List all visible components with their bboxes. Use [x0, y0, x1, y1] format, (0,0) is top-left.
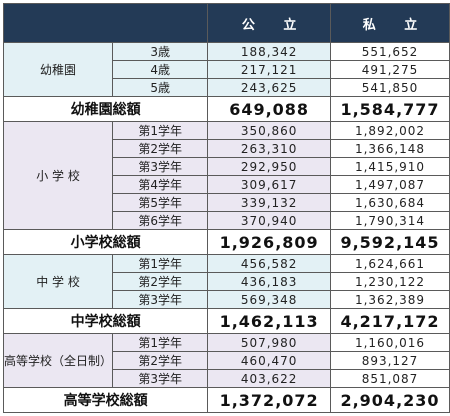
private-cost-cell: 1,630,684	[330, 193, 450, 212]
private-cost-cell: 541,850	[330, 78, 450, 97]
grade-label: 第5学年	[112, 193, 209, 212]
category-label: 中 学 校	[2, 254, 114, 309]
public-cost-cell: 456,582	[207, 254, 332, 273]
total-public-cell: 1,926,809	[207, 229, 332, 255]
public-cost-cell: 370,940	[207, 211, 332, 230]
private-cost-cell: 1,160,016	[330, 333, 450, 352]
grade-label: 4歳	[112, 60, 209, 79]
category-label: 高等学校（全日制）	[2, 333, 114, 388]
grade-label: 第6学年	[112, 211, 209, 230]
public-cost-cell: 263,310	[207, 139, 332, 158]
private-cost-cell: 1,230,122	[330, 272, 450, 291]
private-cost-cell: 1,366,148	[330, 139, 450, 158]
public-cost-cell: 339,132	[207, 193, 332, 212]
private-cost-cell: 851,087	[330, 369, 450, 388]
total-label: 小学校総額	[2, 229, 209, 255]
public-cost-cell: 243,625	[207, 78, 332, 97]
private-cost-cell: 551,652	[330, 42, 450, 61]
public-cost-cell: 507,980	[207, 333, 332, 352]
grade-label: 第2学年	[112, 272, 209, 291]
table-row: 5歳 243,625 541,850	[4, 78, 450, 97]
public-cost-cell: 436,183	[207, 272, 332, 291]
total-label: 幼稚園総額	[2, 96, 209, 122]
total-label: 高等学校総額	[2, 387, 209, 413]
private-cost-cell: 1,362,389	[330, 290, 450, 309]
private-cost-cell: 893,127	[330, 351, 450, 370]
grade-label: 5歳	[112, 78, 209, 97]
grade-label: 第2学年	[112, 351, 209, 370]
table-row: 中 学 校第1学年 456,582 1,624,661	[2, 254, 450, 309]
grade-label: 第3学年	[112, 369, 209, 388]
header-private: 私 立	[330, 3, 450, 43]
total-public-cell: 1,462,113	[207, 308, 332, 334]
public-cost-cell: 403,622	[207, 369, 332, 388]
category-label: 幼稚園	[2, 42, 114, 97]
total-row: 幼稚園総額 649,088 1,584,777	[2, 96, 450, 122]
private-cost-cell: 1,624,661	[330, 254, 450, 273]
total-private-cell: 9,592,145	[330, 229, 450, 255]
table-row: 4歳 217,121 491,275	[4, 60, 450, 79]
private-cost-cell: 1,497,087	[330, 175, 450, 194]
total-row: 高等学校総額 1,372,072 2,904,230	[2, 387, 450, 413]
header-public: 公 立	[207, 3, 332, 43]
table-row: 第3学年 569,348 1,362,389	[4, 290, 450, 309]
table-row: 第2学年 460,470 893,127	[4, 351, 450, 370]
table-row: 第2学年 436,183 1,230,122	[4, 272, 450, 291]
grade-label: 第3学年	[112, 290, 209, 309]
header-row: 公 立 私 立	[2, 3, 450, 43]
private-cost-cell: 1,790,314	[330, 211, 450, 230]
total-private-cell: 1,584,777	[330, 96, 450, 122]
grade-label: 第2学年	[112, 139, 209, 158]
header-corner	[2, 3, 209, 43]
grade-label: 第1学年	[112, 121, 209, 140]
table-row: 第3学年 292,950 1,415,910	[4, 157, 450, 176]
table-row: 高等学校（全日制） 第1学年 507,980 1,160,016	[2, 333, 450, 388]
total-private-cell: 2,904,230	[330, 387, 450, 413]
table-body: 幼稚園 3歳 188,342 551,652 4歳 217,121 491,275 5歳 243…	[2, 42, 450, 413]
total-row: 中学校総額 1,462,113 4,217,172	[2, 308, 450, 334]
private-cost-cell: 1,415,910	[330, 157, 450, 176]
public-cost-cell: 569,348	[207, 290, 332, 309]
public-cost-cell: 460,470	[207, 351, 332, 370]
total-public-cell: 1,372,072	[207, 387, 332, 413]
tuition-cost-table: 公 立 私 立 幼稚園 3歳 188,342 551,652 4歳 217,121 491,…	[2, 3, 450, 413]
grade-label: 第3学年	[112, 157, 209, 176]
public-cost-cell: 309,617	[207, 175, 332, 194]
grade-label: 第4学年	[112, 175, 209, 194]
total-private-cell: 4,217,172	[330, 308, 450, 334]
public-cost-cell: 350,860	[207, 121, 332, 140]
grade-label: 第1学年	[112, 254, 209, 273]
tuition-cost-table-container: 公 立 私 立 幼稚園 3歳 188,342 551,652 4歳 217,121 491,…	[2, 3, 450, 413]
total-row: 小学校総額 1,926,809 9,592,145	[2, 229, 450, 255]
table-row: 幼稚園 3歳 188,342 551,652	[2, 42, 450, 97]
category-label: 小 学 校	[2, 121, 114, 230]
table-row: 第5学年 339,132 1,630,684	[4, 193, 450, 212]
table-row: 第3学年 403,622 851,087	[4, 369, 450, 388]
total-public-cell: 649,088	[207, 96, 332, 122]
public-cost-cell: 292,950	[207, 157, 332, 176]
public-cost-cell: 188,342	[207, 42, 332, 61]
table-row: 小 学 校第1学年 350,860 1,892,002	[2, 121, 450, 230]
table-row: 第4学年 309,617 1,497,087	[4, 175, 450, 194]
public-cost-cell: 217,121	[207, 60, 332, 79]
grade-label: 3歳	[112, 42, 209, 61]
private-cost-cell: 1,892,002	[330, 121, 450, 140]
grade-label: 第1学年	[112, 333, 209, 352]
total-label: 中学校総額	[2, 308, 209, 334]
private-cost-cell: 491,275	[330, 60, 450, 79]
